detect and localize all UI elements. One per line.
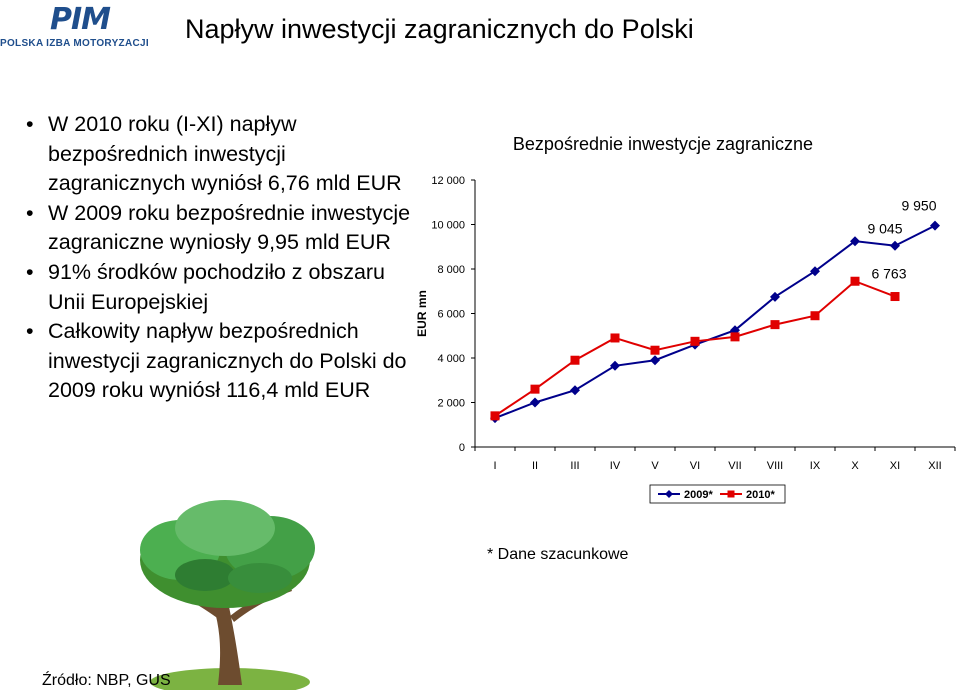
data-label: 9 045 xyxy=(867,221,902,237)
series-line-2009 xyxy=(494,224,936,420)
data-point-2009 xyxy=(770,291,780,302)
chart-title: Bezpośrednie inwestycje zagraniczne xyxy=(513,134,813,154)
data-point-2009 xyxy=(610,360,620,371)
data-point-2009 xyxy=(890,240,900,251)
data-point-2010 xyxy=(610,333,620,343)
y-tick-label: 8 000 xyxy=(437,264,465,276)
x-tick-label: III xyxy=(570,460,579,472)
logo-mark: PIM xyxy=(50,2,111,37)
data-label: 9 950 xyxy=(901,198,936,214)
x-tick-label: IX xyxy=(810,460,821,472)
y-axis-label: EUR mn xyxy=(415,290,429,337)
x-tick-label: II xyxy=(532,460,538,472)
data-point-2009 xyxy=(650,355,660,366)
logo-subtitle: POLSKA IZBA MOTORYZACJI xyxy=(0,38,149,49)
pim-logo: PIM POLSKA IZBA MOTORYZACJI xyxy=(0,0,150,56)
y-tick-label: 6 000 xyxy=(437,309,465,321)
page-title: Napływ inwestycji zagranicznych do Polsk… xyxy=(185,14,694,44)
data-point-2009 xyxy=(930,220,940,231)
legend-swatch-marker xyxy=(727,490,735,498)
data-point-2009 xyxy=(810,266,820,277)
data-point-2009 xyxy=(850,236,860,247)
y-tick-label: 0 xyxy=(459,442,465,454)
data-point-2010 xyxy=(690,336,700,346)
data-point-2010 xyxy=(650,345,660,355)
investment-line-chart: Bezpośrednie inwestycje zagraniczne EUR m… xyxy=(415,134,956,504)
x-tick-label: VI xyxy=(690,460,700,472)
x-tick-label: VIII xyxy=(767,460,784,472)
x-tick-label: XII xyxy=(928,460,941,472)
data-point-2010 xyxy=(490,411,500,421)
y-tick-label: 12 000 xyxy=(431,175,465,187)
data-point-2010 xyxy=(570,355,580,365)
x-tick-label: X xyxy=(851,460,859,472)
x-tick-label: VII xyxy=(728,460,741,472)
legend-label: 2010* xyxy=(746,489,775,501)
data-point-2009 xyxy=(570,385,580,396)
y-tick-label: 2 000 xyxy=(437,398,465,410)
legend-box xyxy=(649,484,786,504)
data-label: 6 763 xyxy=(871,266,906,282)
bullet-item: W 2009 roku bezpośrednie inwestycje zagr… xyxy=(22,199,412,258)
x-tick-label: V xyxy=(651,460,659,472)
data-point-2010 xyxy=(890,292,900,302)
money-tree-image xyxy=(140,500,315,690)
x-tick-label: IV xyxy=(610,460,621,472)
y-tick-label: 10 000 xyxy=(431,220,465,232)
data-point-2010 xyxy=(850,276,860,286)
data-point-2009 xyxy=(530,397,540,408)
data-point-2010 xyxy=(770,320,780,330)
source-note: Źródło: NBP, GUS xyxy=(42,672,171,689)
bullet-item: W 2010 roku (I-XI) napływ bezpośrednich … xyxy=(22,110,412,199)
bullet-item: 91% środków pochodziło z obszaru Unii Eu… xyxy=(22,258,412,317)
data-point-2010 xyxy=(530,384,540,394)
legend-label: 2009* xyxy=(684,489,713,501)
x-tick-label: XI xyxy=(890,460,900,472)
legend-swatch-marker xyxy=(665,490,673,498)
bullet-list: W 2010 roku (I-XI) napływ bezpośrednich … xyxy=(22,110,412,406)
data-point-2010 xyxy=(730,332,740,342)
x-tick-label: I xyxy=(493,460,496,472)
estimate-footnote: * Dane szacunkowe xyxy=(487,546,629,563)
y-tick-label: 4 000 xyxy=(437,353,465,365)
bullet-item: Całkowity napływ bezpośrednich inwestycj… xyxy=(22,317,412,406)
data-point-2010 xyxy=(810,311,820,321)
